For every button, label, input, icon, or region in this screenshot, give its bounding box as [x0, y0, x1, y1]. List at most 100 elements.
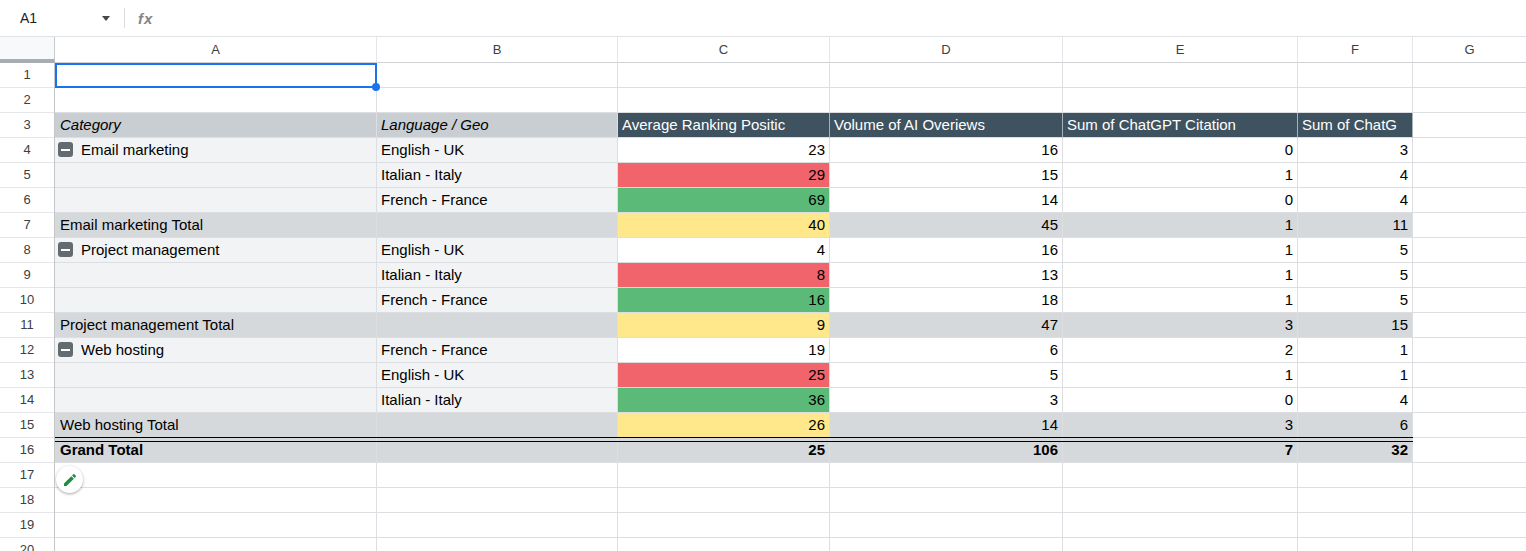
category-cell[interactable] — [55, 363, 377, 388]
pivot-header-ai-overviews[interactable]: Volume of AI Overiews — [830, 113, 1063, 138]
avg-ranking-cell[interactable]: 4 — [618, 238, 830, 263]
avg-ranking-cell[interactable]: 8 — [618, 263, 830, 288]
language-cell[interactable]: French - France — [377, 288, 618, 313]
category-cell[interactable] — [55, 163, 377, 188]
citation-cell[interactable]: 1 — [1063, 363, 1298, 388]
citation-cell[interactable]: 1 — [1063, 213, 1298, 238]
category-cell[interactable]: Web hosting Total — [55, 413, 377, 438]
avg-ranking-cell[interactable]: 9 — [618, 313, 830, 338]
select-all-corner[interactable] — [0, 37, 55, 63]
fill-handle[interactable] — [372, 83, 380, 91]
ai-overviews-cell[interactable]: 5 — [830, 363, 1063, 388]
row-header[interactable]: 8 — [0, 238, 54, 263]
row-header[interactable]: 1 — [0, 63, 54, 88]
category-cell[interactable]: Project management — [55, 238, 377, 263]
row-header[interactable]: 10 — [0, 288, 54, 313]
ai-overviews-cell[interactable]: 15 — [830, 163, 1063, 188]
citation2-cell[interactable]: 4 — [1298, 163, 1413, 188]
avg-ranking-cell[interactable]: 23 — [618, 138, 830, 163]
citation-cell[interactable]: 1 — [1063, 238, 1298, 263]
citation-cell[interactable]: 0 — [1063, 138, 1298, 163]
column-header[interactable]: A — [55, 37, 377, 63]
category-cell[interactable]: Email marketing — [55, 138, 377, 163]
citation-cell[interactable]: 1 — [1063, 288, 1298, 313]
citation2-cell[interactable]: 4 — [1298, 188, 1413, 213]
pivot-header-category[interactable]: Category — [55, 113, 377, 138]
citation2-cell[interactable]: 11 — [1298, 213, 1413, 238]
category-cell[interactable] — [55, 388, 377, 413]
citation-cell[interactable]: 1 — [1063, 163, 1298, 188]
column-header[interactable]: F — [1298, 37, 1413, 63]
ai-overviews-cell[interactable]: 16 — [830, 238, 1063, 263]
category-cell[interactable] — [55, 263, 377, 288]
row-header[interactable]: 14 — [0, 388, 54, 413]
avg-ranking-cell[interactable]: 40 — [618, 213, 830, 238]
language-cell[interactable]: Italian - Italy — [377, 163, 618, 188]
ai-overviews-cell[interactable]: 6 — [830, 338, 1063, 363]
ai-overviews-cell[interactable]: 47 — [830, 313, 1063, 338]
column-header[interactable]: C — [618, 37, 830, 63]
language-cell[interactable]: English - UK — [377, 238, 618, 263]
collapse-group-icon[interactable] — [58, 242, 73, 257]
column-header[interactable]: G — [1413, 37, 1526, 63]
language-cell[interactable] — [377, 413, 618, 438]
avg-ranking-cell[interactable]: 16 — [618, 288, 830, 313]
category-cell[interactable]: Email marketing Total — [55, 213, 377, 238]
language-cell[interactable]: English - UK — [377, 363, 618, 388]
citation-cell[interactable]: 0 — [1063, 188, 1298, 213]
language-cell[interactable]: Italian - Italy — [377, 388, 618, 413]
column-header[interactable]: B — [377, 37, 618, 63]
language-cell[interactable]: French - France — [377, 188, 618, 213]
citation2-cell[interactable]: 3 — [1298, 138, 1413, 163]
avg-ranking-cell[interactable]: 19 — [618, 338, 830, 363]
citation2-cell[interactable]: 5 — [1298, 288, 1413, 313]
citation-cell[interactable]: 1 — [1063, 263, 1298, 288]
row-header[interactable]: 16 — [0, 438, 54, 463]
citation2-cell[interactable]: 15 — [1298, 313, 1413, 338]
category-cell[interactable]: Project management Total — [55, 313, 377, 338]
row-header[interactable]: 12 — [0, 338, 54, 363]
category-cell[interactable]: Web hosting — [55, 338, 377, 363]
avg-ranking-cell[interactable]: 25 — [618, 363, 830, 388]
ai-overviews-cell[interactable]: 16 — [830, 138, 1063, 163]
ai-overviews-cell[interactable]: 14 — [830, 413, 1063, 438]
row-header[interactable]: 3 — [0, 113, 54, 138]
citation2-cell[interactable]: 1 — [1298, 338, 1413, 363]
avg-ranking-cell[interactable]: 36 — [618, 388, 830, 413]
avg-ranking-cell[interactable]: 29 — [618, 163, 830, 188]
category-cell[interactable] — [55, 188, 377, 213]
row-header[interactable]: 6 — [0, 188, 54, 213]
row-header[interactable]: 9 — [0, 263, 54, 288]
citation2-cell[interactable]: 6 — [1298, 413, 1413, 438]
pivot-header-chatgpt-citation[interactable]: Sum of ChatGPT Citation — [1063, 113, 1298, 138]
citation2-cell[interactable]: 5 — [1298, 238, 1413, 263]
pivot-header-avg-ranking[interactable]: Average Ranking Positic — [618, 113, 830, 138]
ai-overviews-cell[interactable]: 18 — [830, 288, 1063, 313]
citation-cell[interactable]: 3 — [1063, 413, 1298, 438]
sheet-grid[interactable]: Category Language / Geo Average Ranking … — [55, 63, 1526, 551]
collapse-group-icon[interactable] — [58, 142, 73, 157]
pivot-header-language-geo[interactable]: Language / Geo — [377, 113, 618, 138]
ai-overviews-cell[interactable]: 45 — [830, 213, 1063, 238]
row-header[interactable]: 13 — [0, 363, 54, 388]
ai-overviews-cell[interactable]: 13 — [830, 263, 1063, 288]
ai-overviews-cell[interactable]: 3 — [830, 388, 1063, 413]
row-header[interactable]: 7 — [0, 213, 54, 238]
row-header[interactable]: 5 — [0, 163, 54, 188]
avg-ranking-cell[interactable]: 69 — [618, 188, 830, 213]
name-box[interactable]: A1 — [20, 10, 110, 26]
citation2-cell[interactable]: 4 — [1298, 388, 1413, 413]
row-header[interactable]: 20 — [0, 538, 54, 551]
row-header[interactable]: 15 — [0, 413, 54, 438]
citation-cell[interactable]: 0 — [1063, 388, 1298, 413]
collapse-group-icon[interactable] — [58, 342, 73, 357]
row-header[interactable]: 4 — [0, 138, 54, 163]
column-header[interactable]: D — [830, 37, 1063, 63]
language-cell[interactable] — [377, 213, 618, 238]
avg-ranking-cell[interactable]: 26 — [618, 413, 830, 438]
citation2-cell[interactable]: 1 — [1298, 363, 1413, 388]
row-header[interactable]: 18 — [0, 488, 54, 513]
column-header[interactable]: E — [1063, 37, 1298, 63]
name-box-dropdown-icon[interactable] — [102, 16, 110, 21]
language-cell[interactable]: Italian - Italy — [377, 263, 618, 288]
